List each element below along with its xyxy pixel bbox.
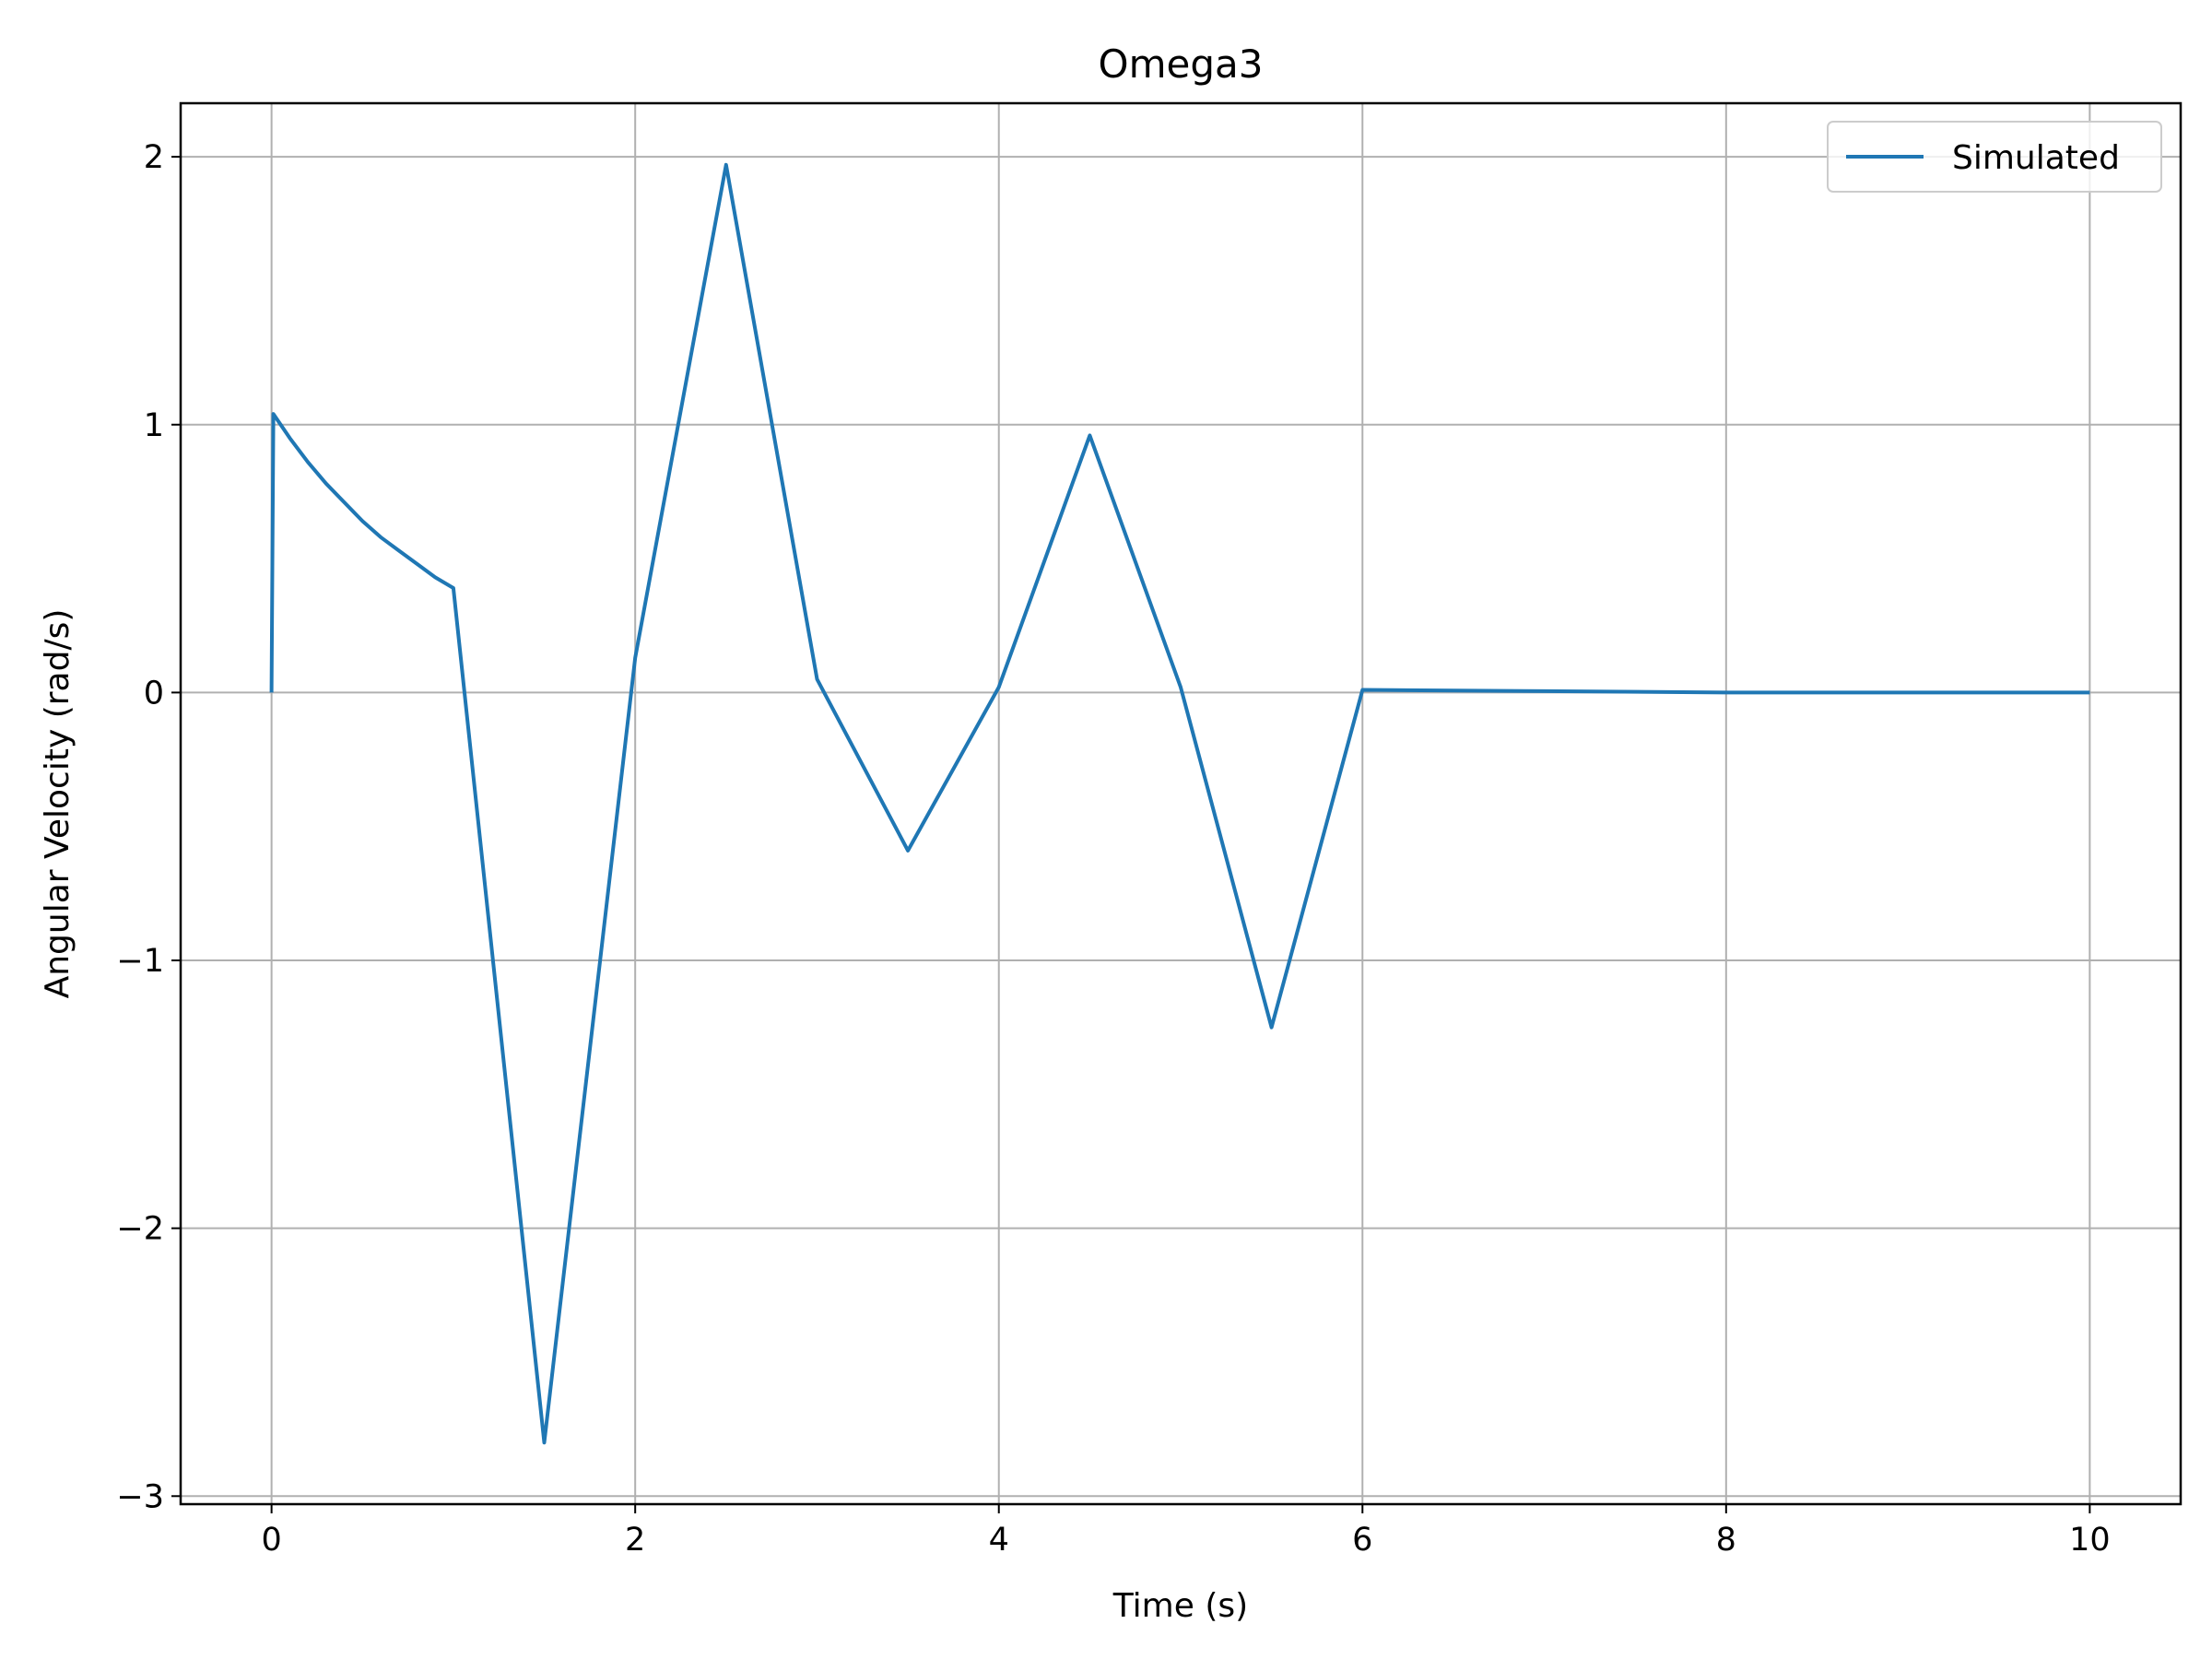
chart-title: Omega3 <box>1099 41 1264 87</box>
x-tick-label: 6 <box>1352 1522 1372 1559</box>
y-tick-label: −1 <box>116 943 164 980</box>
y-tick-label: 0 <box>144 675 164 712</box>
y-tick-label: 2 <box>144 139 164 176</box>
y-tick-label: 1 <box>144 407 164 444</box>
x-tick-label: 0 <box>261 1522 281 1559</box>
series-line-simulated <box>269 162 2090 1445</box>
y-tick-label: −3 <box>116 1478 164 1515</box>
x-tick-label: 4 <box>989 1522 1009 1559</box>
y-tick-label: −2 <box>116 1211 164 1248</box>
legend: Simulated <box>1827 121 2162 193</box>
x-tick-label: 2 <box>625 1522 645 1559</box>
plot-area-frame <box>179 101 2183 1506</box>
legend-label-simulated: Simulated <box>1952 139 2120 177</box>
x-axis-label: Time (s) <box>1112 1587 1248 1625</box>
y-axis-label: Angular Velocity (rad/s) <box>39 609 76 999</box>
x-tick-label: 8 <box>1716 1522 1736 1559</box>
legend-box <box>1827 121 2162 193</box>
series-layer <box>269 162 2090 1445</box>
x-tick-label: 10 <box>2069 1522 2111 1559</box>
